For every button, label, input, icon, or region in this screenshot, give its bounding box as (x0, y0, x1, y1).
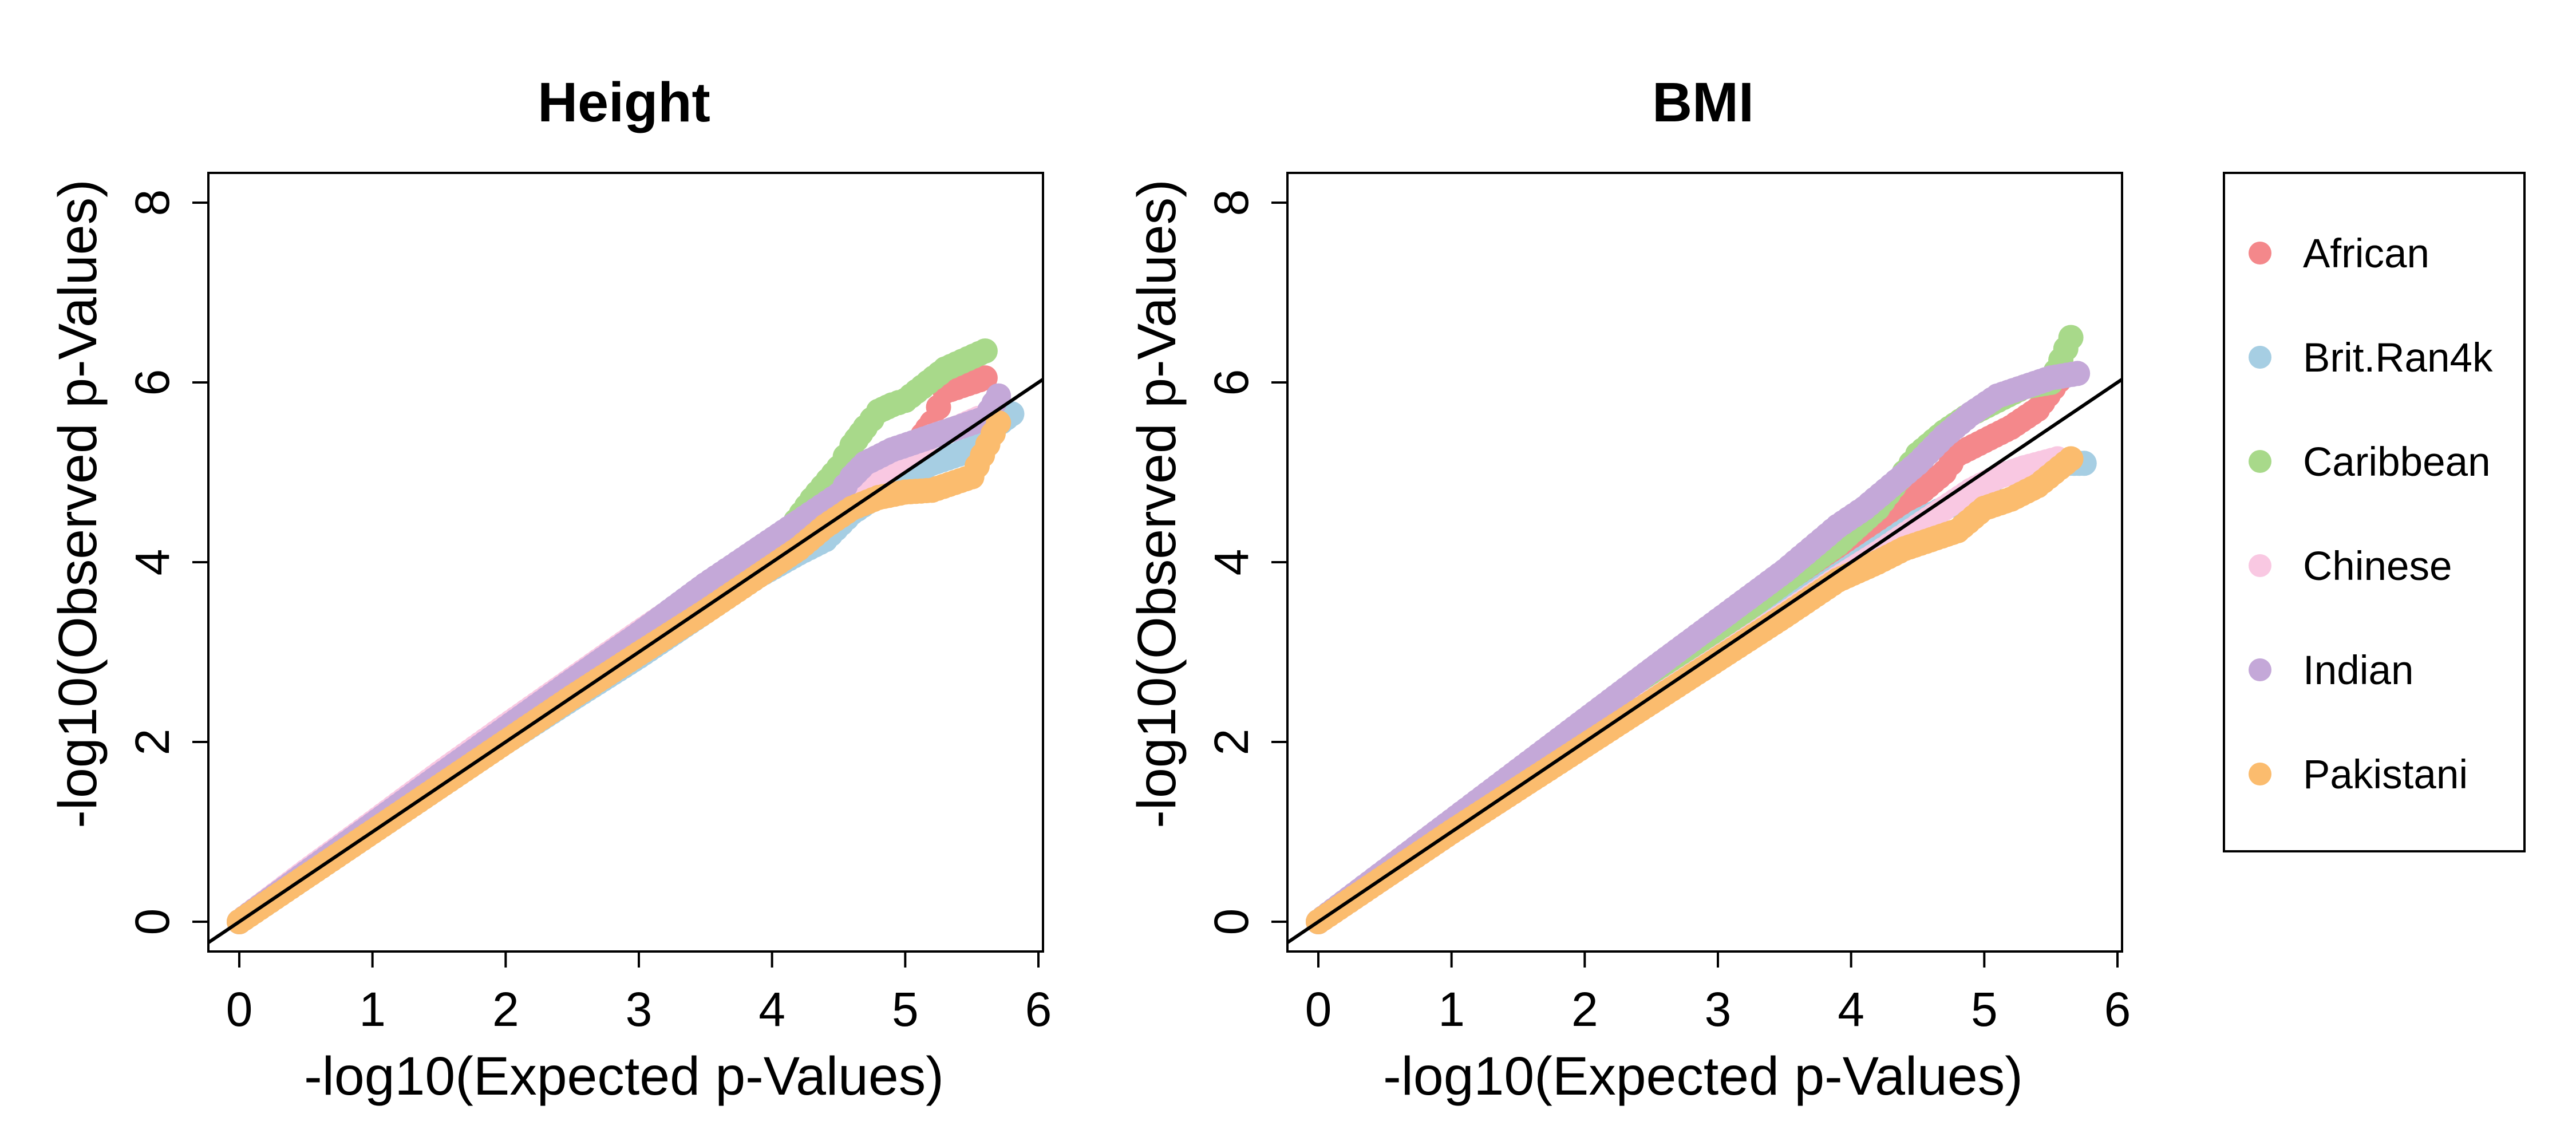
x-tick-label: 2 (1571, 982, 1598, 1036)
x-tick-label: 5 (1971, 982, 1998, 1036)
x-axis-label: -log10(Expected p-Values) (304, 1046, 944, 1107)
panel-title: Height (538, 71, 710, 133)
plot-points (1306, 325, 2097, 934)
y-tick-label: 6 (125, 369, 179, 396)
x-tick-label: 3 (626, 982, 653, 1036)
x-tick-label: 6 (1025, 982, 1052, 1036)
tick-labels: 0 1 2 3 4 5 6 0 2 4 6 8 (1204, 189, 2131, 1036)
legend-marker (2249, 346, 2271, 369)
x-tick-label: 0 (226, 982, 253, 1036)
legend-label-caribbean: Caribbean (2303, 440, 2491, 485)
x-tick-label: 5 (892, 982, 919, 1036)
y-tick-label: 2 (1204, 729, 1258, 756)
reference-line (1287, 377, 2122, 945)
panel-title: BMI (1652, 71, 1754, 133)
x-tick-label: 3 (1705, 982, 1732, 1036)
y-tick-label: 0 (125, 909, 179, 935)
legend-label-pakistani: Pakistani (2303, 752, 2468, 797)
x-tick-label: 0 (1305, 982, 1332, 1036)
data-point (972, 338, 998, 364)
height-panel: Height -log10(Expected p-Values) -log10(… (48, 71, 1052, 1107)
y-axis-label: -log10(Observed p-Values) (1127, 179, 1187, 828)
plot-frame (207, 172, 1044, 953)
legend-marker (2249, 242, 2271, 264)
legend-marker (2249, 658, 2271, 681)
y-tick-label: 8 (125, 189, 179, 216)
x-tick-label: 1 (1438, 982, 1465, 1036)
data-point (2058, 325, 2084, 350)
y-tick-label: 0 (1204, 909, 1258, 935)
tick-labels: 0 1 2 3 4 5 6 0 2 4 6 8 (125, 189, 1052, 1036)
x-tick-label: 4 (758, 982, 785, 1036)
x-tick-label: 1 (359, 982, 386, 1036)
legend-label-chinese: Chinese (2303, 544, 2452, 589)
data-point (972, 365, 998, 391)
axis-ticks (192, 202, 1040, 968)
data-point (2065, 361, 2091, 386)
data-point (2058, 446, 2084, 472)
legend-label-african: African (2303, 231, 2429, 277)
data-point (986, 410, 1012, 436)
series-pakistani (227, 410, 1012, 934)
legend: African Brit.Ran4k Caribbean Chinese Ind… (2223, 172, 2526, 852)
legend-box (2223, 172, 2526, 852)
y-tick-label: 8 (1204, 189, 1258, 216)
y-axis-label: -log10(Observed p-Values) (48, 179, 108, 828)
x-tick-label: 6 (2104, 982, 2131, 1036)
y-tick-label: 2 (125, 729, 179, 756)
y-tick-label: 6 (1204, 369, 1258, 396)
y-tick-label: 4 (125, 549, 179, 576)
legend-marker (2249, 554, 2271, 577)
x-axis-label: -log10(Expected p-Values) (1383, 1046, 2023, 1107)
legend-marker (2249, 763, 2271, 785)
x-tick-label: 2 (492, 982, 519, 1036)
series-pakistani (1306, 446, 2084, 934)
x-tick-label: 4 (1838, 982, 1864, 1036)
legend-label-indian: Indian (2303, 648, 2413, 693)
bmi-panel: BMI -log10(Expected p-Values) -log10(Obs… (1127, 71, 2131, 1107)
plot-points (227, 338, 1025, 934)
axis-ticks (1271, 202, 2119, 968)
y-tick-label: 4 (1204, 549, 1258, 576)
legend-marker (2249, 450, 2271, 473)
data-point (986, 383, 1012, 409)
legend-label-brit-ran4k: Brit.Ran4k (2303, 335, 2493, 381)
reference-line (208, 377, 1043, 945)
